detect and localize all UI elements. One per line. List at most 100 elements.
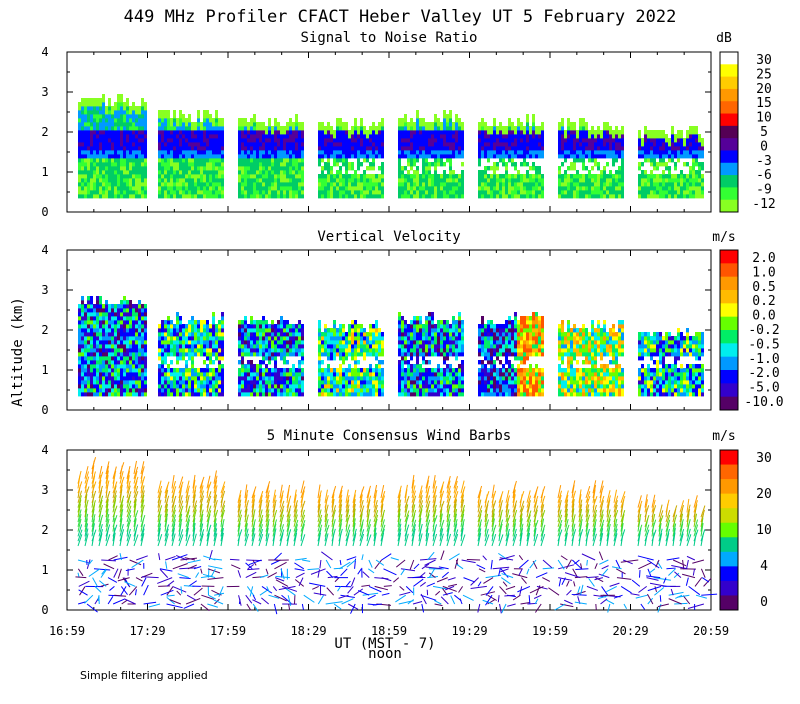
velocity-cell xyxy=(78,316,81,320)
snr-cell xyxy=(434,114,437,118)
velocity-cell xyxy=(218,348,221,352)
snr-cell xyxy=(621,174,624,178)
snr-cell xyxy=(182,122,185,126)
snr-cell xyxy=(698,174,701,178)
snr-cell xyxy=(286,158,289,162)
velocity-cell xyxy=(84,312,87,316)
snr-cell xyxy=(588,130,591,134)
snr-cell xyxy=(330,154,333,158)
velocity-cell xyxy=(292,336,295,340)
snr-cell xyxy=(129,182,132,186)
snr-cell xyxy=(259,178,262,182)
velocity-cell xyxy=(87,348,90,352)
velocity-cell xyxy=(265,372,268,376)
snr-cell xyxy=(206,138,209,142)
snr-cell xyxy=(200,162,203,166)
velocity-cell xyxy=(218,380,221,384)
snr-cell xyxy=(84,158,87,162)
snr-cell xyxy=(579,174,582,178)
snr-cell xyxy=(671,142,674,146)
snr-cell xyxy=(342,174,345,178)
velocity-cell xyxy=(78,324,81,328)
velocity-cell xyxy=(256,352,259,356)
snr-cell xyxy=(167,162,170,166)
snr-cell xyxy=(167,114,170,118)
snr-cell xyxy=(99,130,102,134)
velocity-cell xyxy=(333,320,336,324)
snr-cell xyxy=(78,122,81,126)
snr-cell xyxy=(671,186,674,190)
velocity-cell xyxy=(158,376,161,380)
velocity-cell xyxy=(253,336,256,340)
snr-cell xyxy=(295,122,298,126)
velocity-cell xyxy=(164,360,167,364)
snr-cell xyxy=(425,122,428,126)
snr-cell xyxy=(321,150,324,154)
snr-cell xyxy=(662,154,665,158)
colorbar-swatch xyxy=(720,330,738,344)
snr-cell xyxy=(167,138,170,142)
snr-cell xyxy=(182,166,185,170)
snr-cell xyxy=(268,146,271,150)
snr-cell xyxy=(653,174,656,178)
snr-cell xyxy=(221,190,224,194)
snr-cell xyxy=(668,154,671,158)
velocity-cell xyxy=(167,392,170,396)
snr-cell xyxy=(188,170,191,174)
velocity-cell xyxy=(81,300,84,304)
snr-cell xyxy=(286,190,289,194)
snr-cell xyxy=(87,118,90,122)
snr-cell xyxy=(490,130,493,134)
snr-cell xyxy=(561,186,564,190)
snr-cell xyxy=(644,194,647,198)
snr-cell xyxy=(167,146,170,150)
velocity-cell xyxy=(164,352,167,356)
snr-cell xyxy=(499,154,502,158)
snr-cell xyxy=(292,170,295,174)
snr-cell xyxy=(191,126,194,130)
snr-cell xyxy=(647,186,650,190)
snr-cell xyxy=(327,182,330,186)
snr-cell xyxy=(289,154,292,158)
snr-cell xyxy=(588,186,591,190)
snr-cell xyxy=(179,126,182,130)
velocity-cell xyxy=(268,368,271,372)
velocity-cell xyxy=(262,356,265,360)
snr-cell xyxy=(158,182,161,186)
velocity-cell xyxy=(265,384,268,388)
velocity-cell xyxy=(120,376,123,380)
velocity-cell xyxy=(78,312,81,316)
snr-cell xyxy=(336,186,339,190)
snr-cell xyxy=(170,122,173,126)
snr-cell xyxy=(203,134,206,138)
snr-cell xyxy=(298,194,301,198)
snr-cell xyxy=(375,194,378,198)
velocity-cell xyxy=(218,344,221,348)
snr-cell xyxy=(161,110,164,114)
snr-cell xyxy=(689,150,692,154)
snr-cell xyxy=(647,154,650,158)
colorbar-swatch xyxy=(720,343,738,357)
velocity-cell xyxy=(298,332,301,336)
snr-cell xyxy=(327,138,330,142)
velocity-cell xyxy=(301,376,304,380)
snr-cell xyxy=(683,146,686,150)
snr-cell xyxy=(357,174,360,178)
snr-cell xyxy=(564,138,567,142)
snr-cell xyxy=(117,162,120,166)
snr-cell xyxy=(656,138,659,142)
velocity-cell xyxy=(333,344,336,348)
snr-cell xyxy=(526,114,529,118)
snr-cell xyxy=(327,146,330,150)
snr-cell xyxy=(644,142,647,146)
velocity-cell xyxy=(141,376,144,380)
snr-cell xyxy=(78,154,81,158)
velocity-cell xyxy=(194,368,197,372)
velocity-cell xyxy=(173,336,176,340)
snr-cell xyxy=(348,166,351,170)
velocity-cell xyxy=(194,336,197,340)
velocity-cell xyxy=(188,324,191,328)
snr-cell xyxy=(197,194,200,198)
snr-cell xyxy=(680,138,683,142)
velocity-cell xyxy=(206,364,209,368)
